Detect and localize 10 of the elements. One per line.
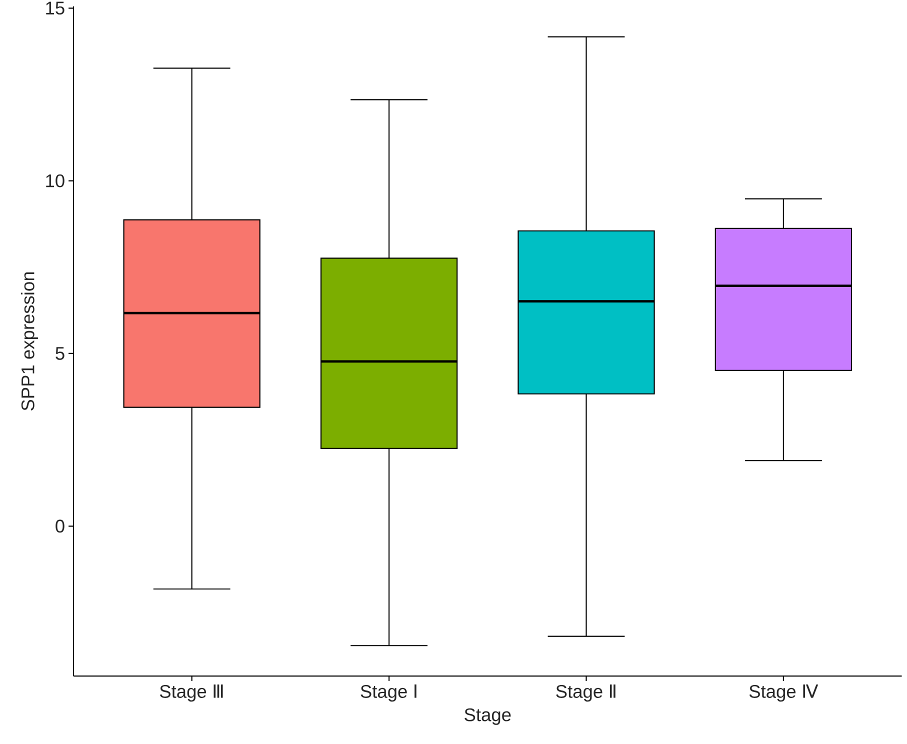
- y-axis-title: SPP1 expression: [20, 272, 38, 411]
- x-tick-label: Stage Ⅱ: [556, 684, 616, 702]
- x-tick-label: Stage Ⅰ: [360, 684, 416, 702]
- x-tick-label: Stage Ⅲ: [160, 684, 223, 702]
- x-tick-label: Stage Ⅳ: [749, 684, 818, 702]
- x-axis-title: Stage: [464, 708, 511, 725]
- y-tick-label: 5: [56, 347, 64, 360]
- y-tick-label: 10: [46, 174, 64, 188]
- y-tick-label: 0: [56, 520, 64, 533]
- y-tick-label: 15: [46, 2, 64, 15]
